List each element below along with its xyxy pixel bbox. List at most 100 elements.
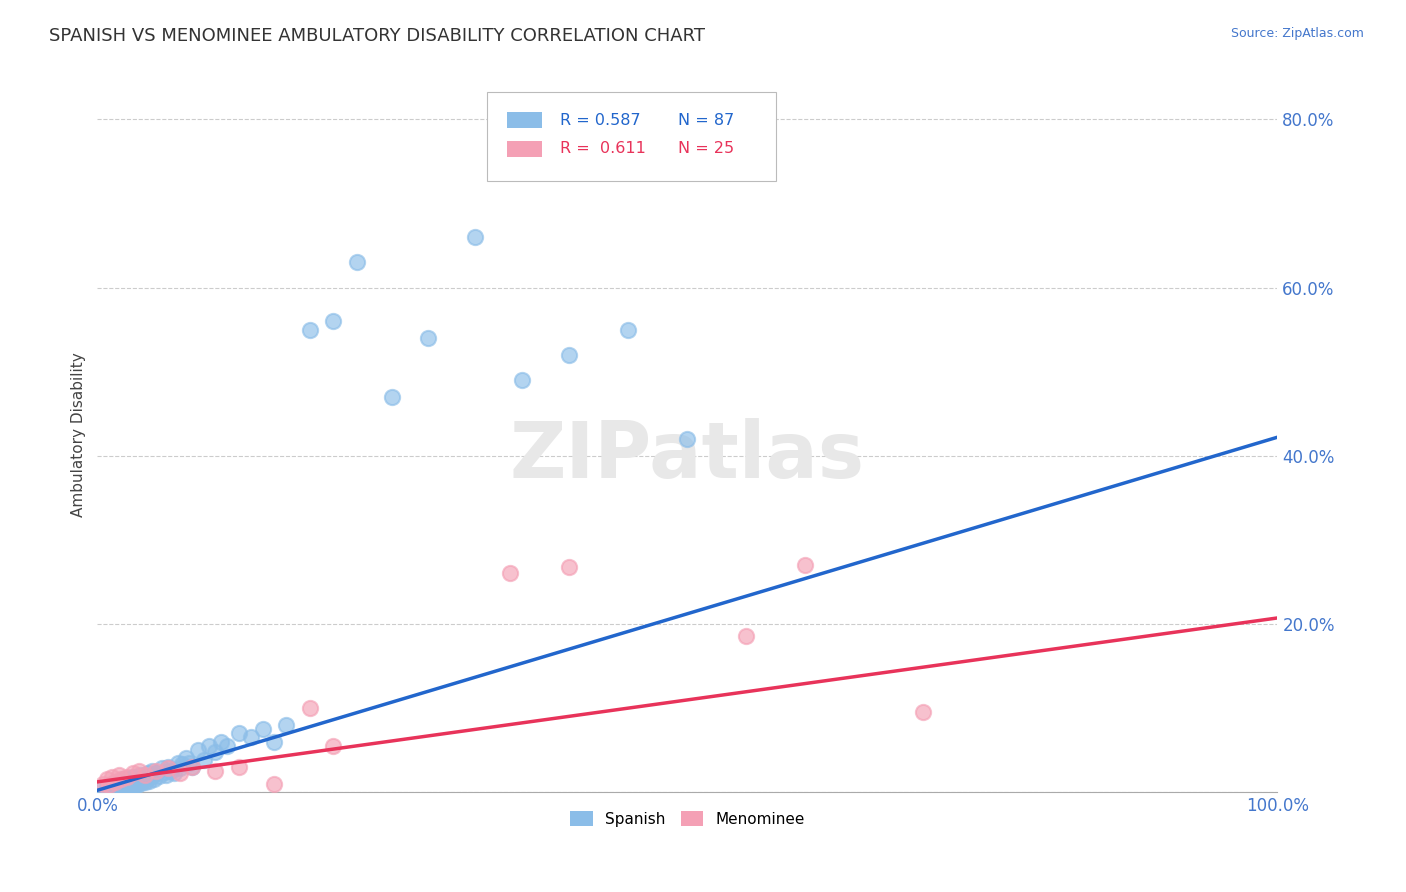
Point xyxy=(110,772,132,787)
Point xyxy=(912,705,935,719)
Point xyxy=(180,760,202,774)
Point xyxy=(143,772,166,786)
Y-axis label: Ambulatory Disability: Ambulatory Disability xyxy=(72,352,86,517)
Point xyxy=(118,779,141,793)
Point xyxy=(105,779,128,793)
Point xyxy=(150,761,173,775)
Point xyxy=(111,778,134,792)
Point xyxy=(98,783,121,797)
Point xyxy=(121,780,143,794)
Point xyxy=(103,780,125,794)
Point xyxy=(139,770,162,784)
Point xyxy=(107,775,129,789)
Point xyxy=(135,769,157,783)
Point xyxy=(159,764,181,778)
Text: R = 0.587: R = 0.587 xyxy=(560,112,641,128)
Point xyxy=(134,775,156,789)
Point xyxy=(114,780,136,794)
Point xyxy=(510,373,533,387)
Point xyxy=(322,314,344,328)
Point xyxy=(172,757,194,772)
Point xyxy=(114,776,136,790)
Point xyxy=(276,717,298,731)
Point xyxy=(112,781,135,796)
Point xyxy=(96,781,118,796)
Point xyxy=(107,768,129,782)
Point xyxy=(228,760,250,774)
Point xyxy=(104,782,127,797)
Point xyxy=(104,775,127,789)
Point xyxy=(155,768,177,782)
Point xyxy=(180,760,202,774)
Point xyxy=(91,776,114,790)
Point xyxy=(298,701,321,715)
Point xyxy=(104,775,127,789)
Point xyxy=(128,764,150,778)
Point xyxy=(416,331,439,345)
Point xyxy=(263,734,285,748)
Point xyxy=(128,773,150,788)
Point xyxy=(141,764,163,778)
Text: ZIPatlas: ZIPatlas xyxy=(510,418,865,494)
Point xyxy=(169,761,191,775)
Point xyxy=(115,770,138,784)
Point xyxy=(617,323,640,337)
Point xyxy=(794,558,817,572)
Point xyxy=(122,774,145,789)
Point xyxy=(121,777,143,791)
Point xyxy=(148,769,170,783)
Point xyxy=(558,348,581,362)
Point xyxy=(115,778,138,792)
Point xyxy=(121,766,143,780)
Point xyxy=(125,772,148,786)
Point xyxy=(163,766,186,780)
Text: N = 87: N = 87 xyxy=(678,112,734,128)
Text: R =  0.611: R = 0.611 xyxy=(560,142,645,156)
Point xyxy=(120,773,142,788)
Legend: Spanish, Menominee: Spanish, Menominee xyxy=(562,803,813,834)
Point xyxy=(100,770,122,784)
Point xyxy=(145,766,167,780)
Point xyxy=(134,768,156,782)
Point xyxy=(209,734,232,748)
Point xyxy=(115,772,138,786)
Point xyxy=(263,776,285,790)
Point xyxy=(128,768,150,782)
FancyBboxPatch shape xyxy=(486,92,776,181)
Point xyxy=(217,739,239,753)
FancyBboxPatch shape xyxy=(506,112,543,128)
Point xyxy=(121,770,143,784)
Point xyxy=(127,778,149,792)
Point xyxy=(136,766,159,780)
Text: N = 25: N = 25 xyxy=(678,142,734,156)
Point xyxy=(157,760,180,774)
Point xyxy=(124,776,146,790)
Point xyxy=(142,768,165,782)
Point xyxy=(98,778,121,792)
Point xyxy=(322,739,344,753)
Point xyxy=(169,766,191,780)
Point xyxy=(298,323,321,337)
Point xyxy=(193,753,215,767)
Point xyxy=(157,761,180,775)
Point xyxy=(346,255,368,269)
Point xyxy=(129,775,152,789)
Point xyxy=(107,781,129,796)
Point xyxy=(174,751,197,765)
Point xyxy=(100,777,122,791)
Point xyxy=(145,764,167,778)
Point xyxy=(198,739,221,753)
Point xyxy=(135,772,157,787)
Point xyxy=(153,764,176,779)
Point xyxy=(97,780,120,794)
Point xyxy=(110,780,132,794)
Text: Source: ZipAtlas.com: Source: ZipAtlas.com xyxy=(1230,27,1364,40)
Point xyxy=(117,775,139,789)
Point xyxy=(204,764,226,778)
Point xyxy=(166,756,188,770)
Point xyxy=(558,559,581,574)
Point xyxy=(179,756,201,770)
Point xyxy=(101,780,124,795)
Point xyxy=(228,726,250,740)
Point xyxy=(499,566,522,581)
